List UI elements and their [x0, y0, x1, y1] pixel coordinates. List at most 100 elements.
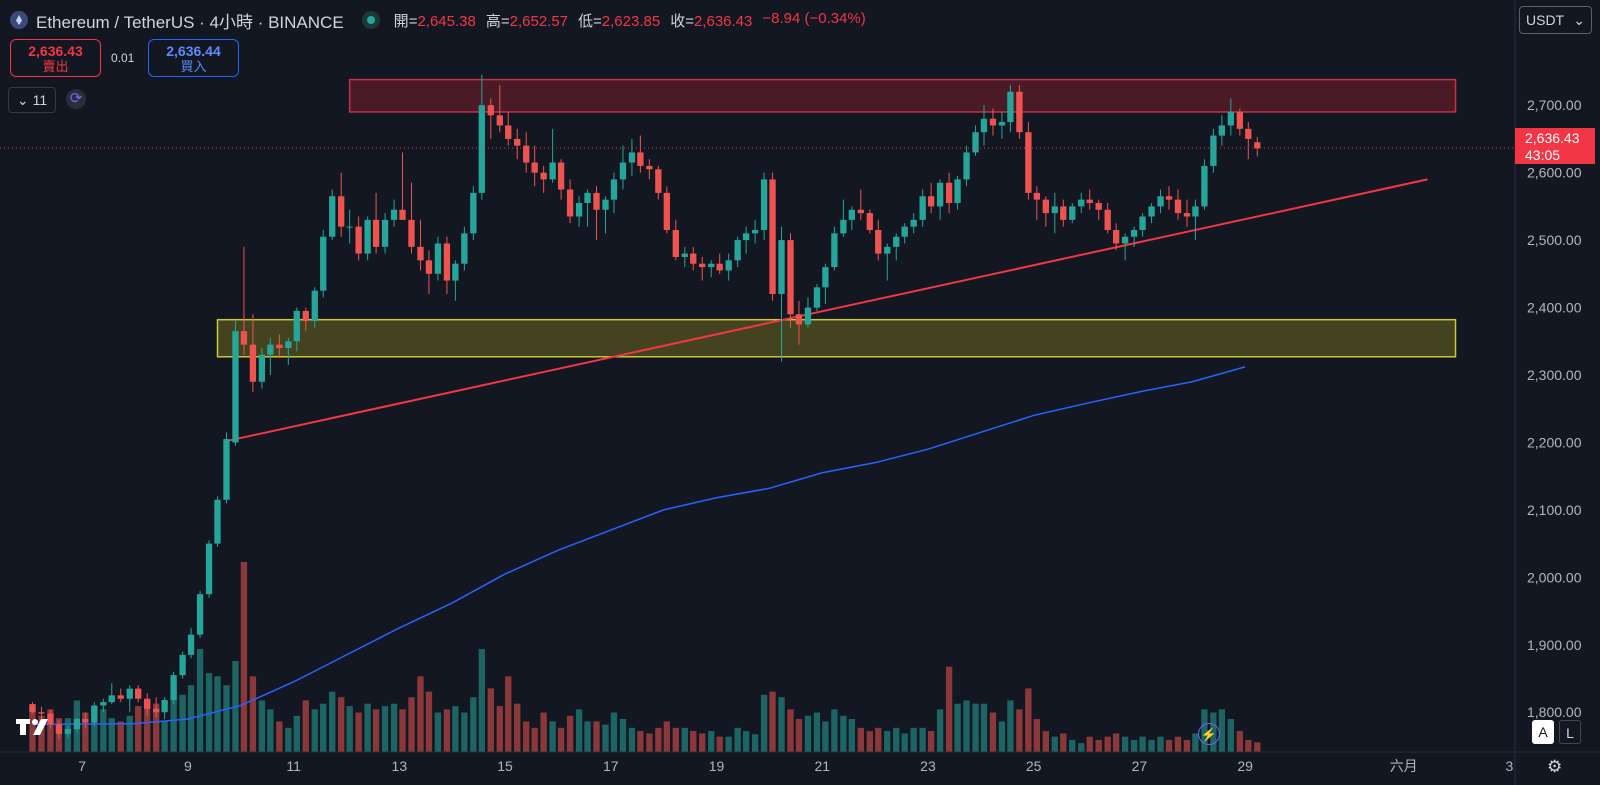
auto-scale-button[interactable]: A [1532, 720, 1554, 744]
candle-body [108, 695, 115, 703]
candle-body [64, 729, 72, 734]
spread-value: 0.01 [111, 51, 135, 65]
candle-body [1254, 142, 1261, 149]
candle [355, 216, 362, 261]
candle-body [170, 675, 177, 701]
candle [742, 226, 750, 254]
candle-body [338, 196, 345, 227]
x-tick-label: 25 [1026, 758, 1042, 774]
tradingview-logo-icon[interactable] [14, 715, 52, 739]
volume-bar [100, 709, 107, 752]
volume-bar [734, 727, 741, 752]
volume-bar [690, 731, 697, 752]
buy-button[interactable]: 2,636.44 買入 [148, 39, 239, 77]
candle [557, 159, 565, 200]
moving-average [32, 366, 1246, 726]
candle-body [1183, 213, 1191, 217]
candle [232, 321, 239, 446]
candle-body [364, 219, 371, 254]
candle [390, 199, 398, 227]
candle-body [672, 229, 679, 257]
volume-bar [769, 691, 776, 752]
x-tick-label: 15 [497, 758, 513, 774]
candle-body [144, 698, 151, 709]
candle [1025, 122, 1032, 200]
candle [1201, 159, 1208, 210]
candle-body [135, 688, 142, 699]
candle [734, 236, 741, 268]
currency-select[interactable]: USDT ⌄ [1519, 6, 1592, 34]
candle-body [196, 594, 204, 635]
candle-body [875, 229, 882, 254]
candle-body [434, 243, 442, 274]
x-tick-label: 19 [709, 758, 725, 774]
candle-body [1112, 229, 1120, 244]
low-value: 2,623.85 [601, 12, 661, 30]
candle-body [1201, 165, 1208, 207]
gear-icon[interactable]: ⚙ [1547, 757, 1563, 776]
refresh-icon[interactable]: ⟳ [66, 89, 86, 109]
volume-bar [496, 706, 503, 752]
volume-bar [972, 703, 979, 752]
indicators-toggle-button[interactable]: ⌄ 11 [8, 87, 56, 113]
volume-bar [417, 676, 424, 752]
volume-bar [954, 703, 961, 752]
candle-body [566, 189, 574, 217]
volume-bar [205, 673, 213, 752]
candle [954, 176, 961, 210]
volume-bar [901, 733, 908, 752]
candle-body [179, 654, 186, 676]
volume-bar [38, 715, 45, 752]
candle-body [646, 165, 653, 170]
candle [840, 199, 847, 237]
candle-body [1104, 209, 1111, 230]
candle [47, 710, 54, 729]
candle-body [1121, 236, 1129, 244]
candle-body [1165, 196, 1173, 200]
candle-body [742, 233, 750, 241]
volume-bar [390, 703, 398, 752]
indicators-count: 11 [32, 92, 48, 108]
candle [1236, 108, 1243, 136]
volume-bar [549, 721, 556, 752]
sell-button[interactable]: 2,636.43 賣出 [10, 39, 101, 77]
volume-bar [610, 712, 618, 752]
candle-body [285, 341, 292, 349]
candle-body [408, 219, 415, 247]
candle [434, 236, 442, 281]
candle-body [381, 219, 389, 247]
x-tick-label: 7 [78, 758, 86, 774]
candle [1245, 122, 1252, 160]
log-scale-button[interactable]: L [1559, 720, 1581, 744]
x-tick-label: 21 [814, 758, 830, 774]
candle-body [1086, 199, 1093, 204]
candle-body [390, 209, 398, 220]
candle [496, 84, 503, 133]
candle-body [470, 192, 477, 234]
volume-bar [1148, 739, 1155, 752]
volume-bar [523, 721, 530, 752]
lightning-icon[interactable]: ⚡ [1198, 723, 1220, 745]
candle-body [1210, 135, 1217, 166]
symbol-title[interactable]: Ethereum / TetherUS · 4小時 · BINANCE [36, 12, 344, 32]
volume-bar [91, 706, 98, 752]
candle-body [505, 125, 512, 139]
candle-body [372, 219, 380, 247]
candle-body [461, 233, 468, 264]
volume-bar [364, 703, 371, 752]
candle [584, 189, 591, 227]
volume-bar [1060, 733, 1067, 752]
candle-body [223, 439, 230, 500]
candle [399, 152, 406, 220]
candle [135, 685, 142, 703]
candle [329, 189, 336, 241]
candle [637, 135, 644, 173]
x-tick-label: 9 [184, 758, 192, 774]
volume-bar [919, 727, 926, 752]
candle-body [893, 236, 900, 247]
candle [619, 145, 627, 190]
candle [1174, 189, 1182, 220]
candle [320, 229, 327, 298]
